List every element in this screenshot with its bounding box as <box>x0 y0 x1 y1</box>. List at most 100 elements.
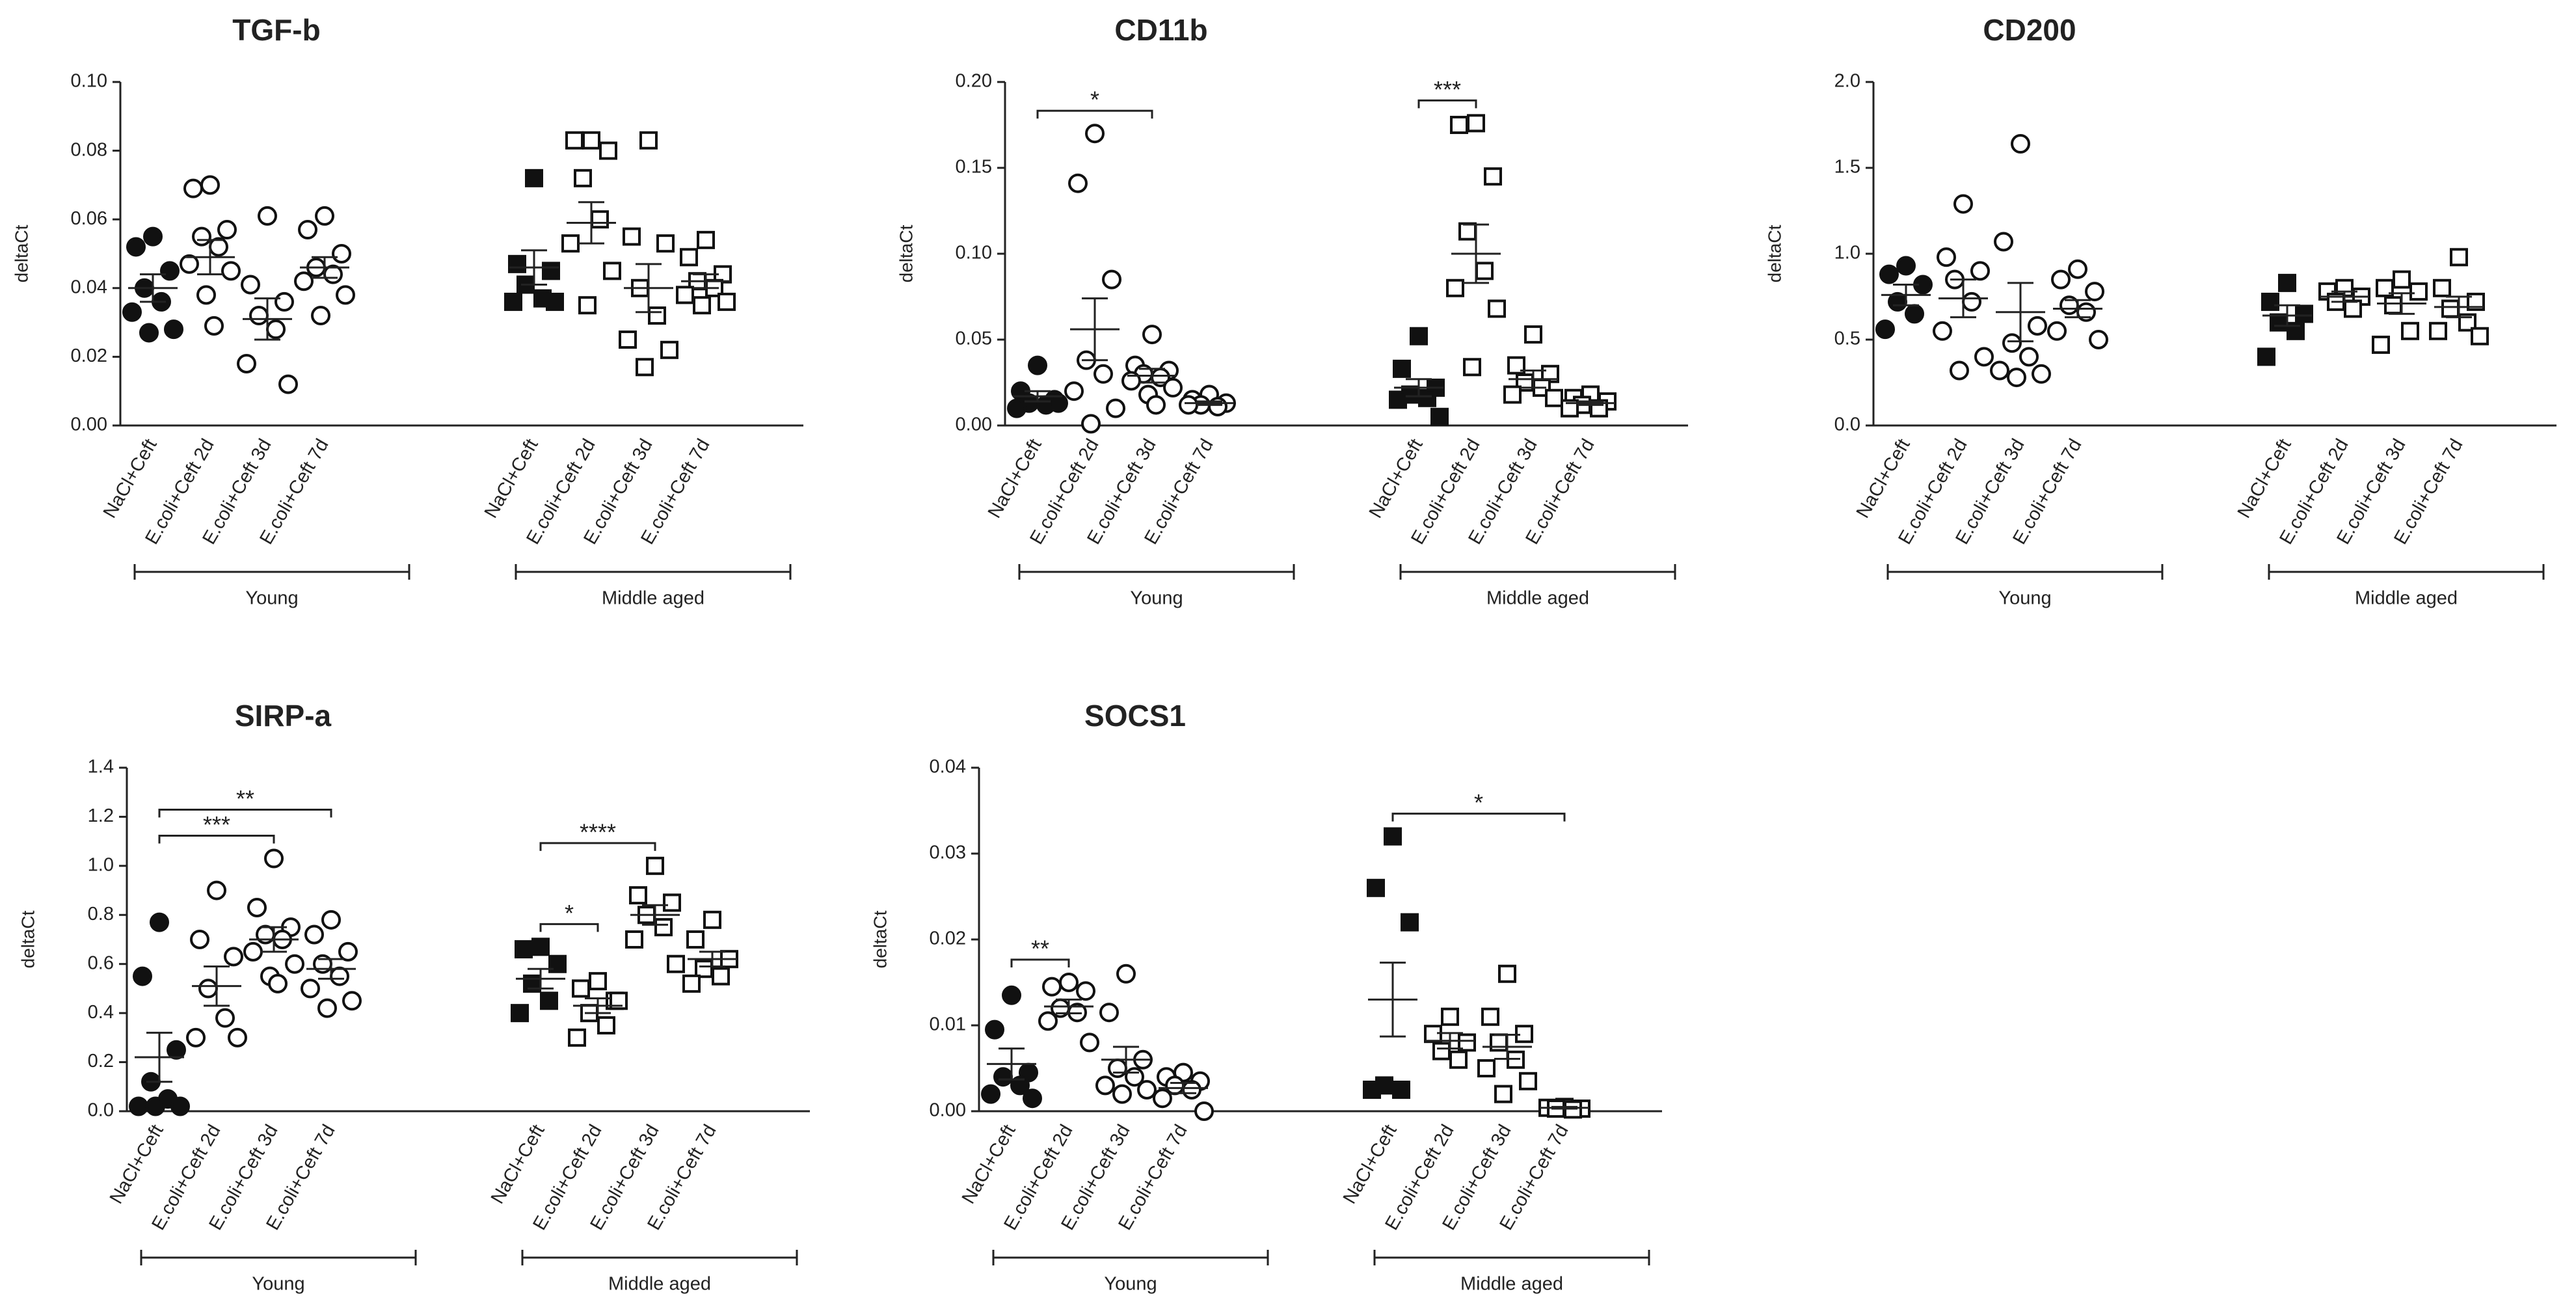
data-point <box>2441 299 2460 318</box>
data-point <box>330 966 349 986</box>
data-point <box>1179 395 1198 415</box>
data-point <box>1042 977 1062 997</box>
data-point <box>1194 1101 1214 1121</box>
significance-bracket <box>1417 99 1477 109</box>
data-point <box>221 261 241 281</box>
data-point <box>1038 1011 1058 1031</box>
data-point <box>1068 173 1088 193</box>
data-point <box>1994 232 2013 252</box>
significance-label: **** <box>580 818 616 845</box>
group-bracket <box>133 564 410 580</box>
data-point <box>268 973 288 993</box>
data-point <box>311 306 330 326</box>
data-point <box>2401 321 2419 340</box>
data-point <box>2429 321 2447 340</box>
data-point <box>207 880 226 900</box>
data-point <box>1879 264 1899 284</box>
data-point <box>1484 167 1502 186</box>
data-point <box>1950 360 1969 381</box>
data-point <box>2376 278 2394 297</box>
data-point <box>243 941 263 962</box>
data-point <box>249 306 269 326</box>
data-point <box>2007 368 2026 388</box>
y-tick-label: 2.0 <box>1834 71 1860 92</box>
data-point <box>2047 321 2067 341</box>
y-tick-label: 0.4 <box>88 1002 114 1023</box>
data-point <box>2032 364 2051 384</box>
y-tick-label: 1.5 <box>1834 157 1860 178</box>
data-point <box>1393 359 1411 378</box>
group-bracket <box>1018 564 1295 580</box>
data-point <box>542 262 560 280</box>
group-bracket <box>992 1250 1269 1265</box>
data-point <box>680 248 698 267</box>
data-point <box>1028 355 1047 375</box>
data-point <box>2372 335 2390 354</box>
significance-bracket <box>158 835 275 844</box>
data-point <box>304 924 324 945</box>
data-point <box>591 210 609 229</box>
data-point <box>122 302 142 322</box>
data-point <box>1458 1033 1476 1052</box>
data-point <box>1076 981 1095 1001</box>
data-point <box>515 940 533 959</box>
group-label: Young <box>252 1274 304 1295</box>
data-point <box>183 178 203 198</box>
data-point <box>565 131 584 150</box>
x-tick-label: NaCl+Ceft <box>487 1121 549 1208</box>
data-point <box>1430 407 1449 426</box>
data-point <box>217 220 237 240</box>
data-point <box>1441 1007 1459 1026</box>
data-point <box>1475 262 1494 280</box>
data-point <box>646 856 664 875</box>
group-label: Middle aged <box>608 1274 711 1295</box>
data-point <box>192 226 211 247</box>
data-point <box>338 941 358 962</box>
data-point <box>619 331 637 349</box>
data-point <box>1106 398 1125 418</box>
data-point <box>623 227 641 246</box>
data-point <box>2433 278 2451 297</box>
group-label: Middle aged <box>1460 1274 1563 1295</box>
data-point <box>599 141 617 160</box>
data-point <box>2409 282 2428 301</box>
data-point <box>654 918 673 937</box>
data-point <box>712 967 730 986</box>
data-point <box>143 226 163 247</box>
data-point <box>1085 124 1105 144</box>
data-point <box>1384 827 1402 846</box>
data-point <box>1937 247 1956 267</box>
data-point <box>1519 1072 1537 1090</box>
significance-bracket <box>158 809 332 818</box>
data-point <box>656 234 675 253</box>
y-tick-label: 1.0 <box>88 855 114 876</box>
x-tick-label: NaCl+Ceft <box>481 435 543 522</box>
data-point <box>1962 291 1981 312</box>
data-point <box>2278 273 2296 292</box>
data-point <box>1080 1032 1099 1053</box>
y-tick-label: 0.05 <box>956 329 992 349</box>
data-point <box>133 966 152 986</box>
data-point <box>2270 313 2288 332</box>
group-bracket <box>2268 564 2545 580</box>
data-point <box>682 974 701 993</box>
data-point <box>546 292 564 311</box>
group-label: Young <box>1104 1274 1157 1295</box>
data-point <box>1112 1084 1132 1104</box>
data-point <box>1449 1050 1468 1069</box>
panel: CD200deltaCt0.00.51.01.52.0NaCl+CeftE.co… <box>1764 13 2556 609</box>
data-point <box>1002 985 1021 1005</box>
y-axis-label: deltaCt <box>896 224 916 282</box>
data-point <box>629 886 647 905</box>
data-point <box>648 306 666 325</box>
data-point <box>1933 321 1952 341</box>
data-point <box>315 206 334 226</box>
significance-label: *** <box>203 811 230 838</box>
data-point <box>1490 1033 1508 1052</box>
x-tick-label: NaCl+Ceft <box>1853 435 1914 522</box>
significance-bracket <box>539 923 599 932</box>
data-point <box>1410 327 1428 345</box>
data-point <box>2068 259 2087 279</box>
data-point <box>578 296 597 315</box>
data-point <box>603 262 621 280</box>
